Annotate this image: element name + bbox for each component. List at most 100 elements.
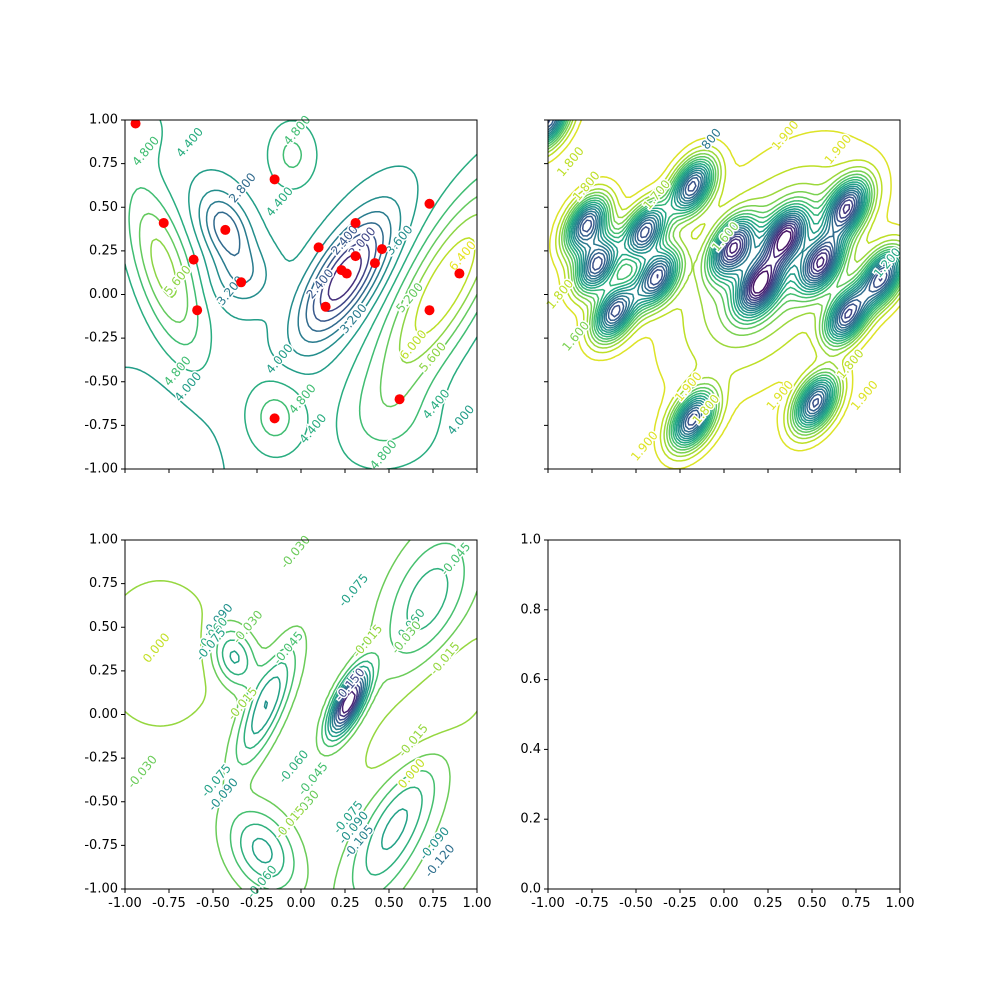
y-tick-label: 0.75 bbox=[89, 576, 118, 591]
y-tick-label: 0.00 bbox=[89, 287, 118, 302]
contour-line bbox=[548, 120, 896, 438]
y-tick-label: 0.75 bbox=[89, 156, 118, 171]
contour-line bbox=[548, 120, 900, 454]
contour-line bbox=[327, 253, 362, 301]
y-tick-label: 0.50 bbox=[89, 620, 118, 635]
contour-line bbox=[548, 120, 891, 430]
contour-line bbox=[548, 120, 894, 436]
contour-line bbox=[209, 540, 477, 889]
contour-line bbox=[221, 567, 449, 878]
x-tick-label: -0.25 bbox=[240, 896, 274, 911]
scatter-point bbox=[424, 305, 435, 316]
x-tick-label: 0.75 bbox=[842, 896, 871, 911]
scatter-point bbox=[394, 394, 405, 405]
contour-line bbox=[341, 690, 356, 714]
empty-panel-bottom-right: -1.00 -0.75 -0.50 -0.25 0.00 0.25 0.50 0.75 1.00… bbox=[520, 533, 914, 912]
plot-area bbox=[548, 540, 900, 889]
y-tick-label: 0.00 bbox=[89, 707, 118, 722]
contour-panel-top-right: 1.900 1.9001.8001.8008001.7001.8001.6001.… bbox=[542, 116, 905, 473]
contour-line bbox=[548, 120, 900, 458]
contour-line bbox=[205, 200, 392, 344]
contour-line bbox=[548, 120, 900, 469]
x-tick-label: -1.00 bbox=[531, 896, 565, 911]
contour-line bbox=[229, 650, 409, 864]
contour-line bbox=[125, 579, 477, 770]
scatter-point bbox=[192, 305, 203, 316]
y-tick-label: -0.75 bbox=[84, 838, 118, 853]
y-tick-label: 0.6 bbox=[520, 672, 541, 687]
contour-line bbox=[125, 120, 477, 469]
x-tick-label: 0.50 bbox=[375, 896, 404, 911]
scatter-point bbox=[376, 244, 387, 255]
y-tick-label: -0.50 bbox=[84, 794, 118, 809]
y-tick-label: 1.00 bbox=[89, 113, 118, 128]
x-tick-label: 0.50 bbox=[798, 896, 827, 911]
contour-line bbox=[548, 120, 888, 426]
contour-line bbox=[548, 120, 900, 462]
scatter-point bbox=[424, 198, 435, 209]
contour-line bbox=[548, 120, 899, 442]
x-tick-label: 0.00 bbox=[710, 896, 739, 911]
contour-panel-bottom-left: -0.030-0.075-0.045-0.090-0.060-0.0750.00… bbox=[84, 531, 492, 911]
scatter-point bbox=[269, 174, 280, 185]
scatter-point bbox=[320, 301, 331, 312]
contour-line bbox=[548, 120, 900, 451]
contour-line bbox=[216, 542, 465, 889]
contour-line bbox=[331, 673, 367, 731]
contour-line bbox=[414, 237, 476, 336]
y-tick-label: 1.0 bbox=[520, 533, 541, 548]
contour-line bbox=[729, 227, 825, 297]
contour-line bbox=[335, 680, 363, 725]
y-tick-label: 0.25 bbox=[89, 663, 118, 678]
x-tick-label: -0.75 bbox=[152, 896, 186, 911]
y-tick-label: 0.50 bbox=[89, 200, 118, 215]
y-tick-label: 0.0 bbox=[520, 882, 541, 897]
contour-line bbox=[548, 120, 893, 433]
y-tick-label: -1.00 bbox=[84, 462, 118, 477]
y-tick-label: -1.00 bbox=[84, 882, 118, 897]
y-tick-label: -0.75 bbox=[84, 418, 118, 433]
scatter-point bbox=[220, 224, 231, 235]
y-tick-label: 0.4 bbox=[520, 742, 541, 757]
contour-lines bbox=[548, 120, 900, 469]
scatter-point bbox=[313, 242, 324, 253]
contour-line bbox=[263, 669, 369, 734]
y-tick-label: -0.50 bbox=[84, 374, 118, 389]
scatter-points bbox=[130, 120, 465, 424]
contour-lines bbox=[125, 120, 477, 469]
scatter-point bbox=[269, 413, 280, 424]
plot-area bbox=[125, 540, 477, 889]
scatter-point bbox=[454, 268, 465, 279]
contour-line bbox=[198, 189, 402, 357]
y-tick-label: -0.25 bbox=[84, 751, 118, 766]
scatter-point bbox=[236, 277, 247, 288]
x-tick-label: -0.50 bbox=[196, 896, 230, 911]
contour-line bbox=[548, 120, 900, 446]
contour-line bbox=[125, 165, 419, 469]
scatter-point bbox=[350, 251, 361, 262]
contour-line bbox=[548, 120, 898, 440]
scatter-point bbox=[188, 254, 199, 265]
x-tick-label: -1.00 bbox=[108, 896, 142, 911]
x-tick-label: 0.00 bbox=[287, 896, 316, 911]
contour-line bbox=[725, 203, 851, 300]
contour-line bbox=[548, 120, 900, 444]
x-tick-label: 1.00 bbox=[463, 896, 492, 911]
contour-line bbox=[656, 199, 883, 319]
scatter-point bbox=[130, 120, 141, 129]
contour-line bbox=[337, 682, 361, 721]
contour-line bbox=[150, 213, 477, 364]
contour-line bbox=[548, 120, 900, 449]
y-tick-label: -0.25 bbox=[84, 331, 118, 346]
scatter-point bbox=[369, 258, 380, 269]
contour-line bbox=[333, 676, 365, 728]
y-tick-label: 1.00 bbox=[89, 533, 118, 548]
y-tick-label: 0.2 bbox=[520, 812, 541, 827]
contour-line bbox=[752, 230, 792, 294]
x-tick-label: -0.25 bbox=[663, 896, 697, 911]
x-tick-label: 0.25 bbox=[331, 896, 360, 911]
contour-line bbox=[128, 141, 477, 442]
scatter-point bbox=[158, 217, 169, 228]
